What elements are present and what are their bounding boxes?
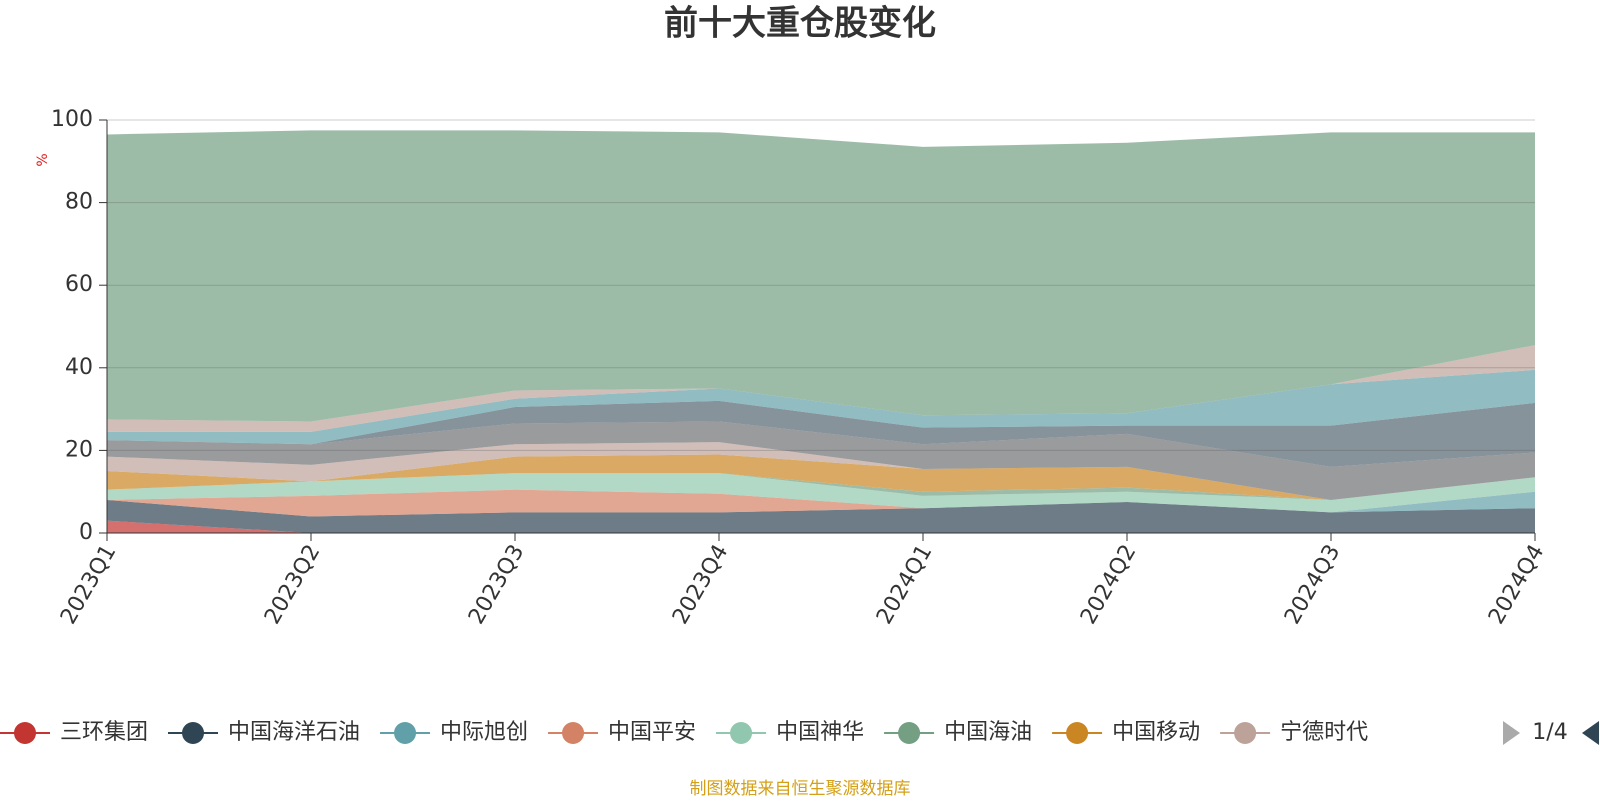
legend-item[interactable]: 中际旭创	[380, 720, 528, 745]
x-tick-label: 2024Q1	[872, 541, 937, 629]
x-tick-label: 2024Q4	[1484, 541, 1549, 629]
legend-item[interactable]: 三环集团	[0, 720, 148, 745]
area	[107, 454, 1535, 500]
y-tick-label: 20	[65, 437, 93, 462]
x-tick-label: 2023Q2	[260, 541, 325, 629]
source-note: 制图数据来自恒生聚源数据库	[690, 779, 911, 799]
legend-label: 中国平安	[608, 720, 696, 745]
x-tick-label: 2024Q2	[1076, 541, 1141, 629]
area	[107, 442, 1535, 500]
legend-item[interactable]: 中国平安	[548, 720, 696, 745]
area	[107, 489, 1535, 517]
area	[107, 421, 1535, 500]
area	[107, 520, 1535, 533]
y-tick-label: 0	[79, 520, 93, 545]
area	[107, 499, 1535, 533]
y-tick-label: 100	[51, 107, 93, 132]
x-tick-label: 2023Q1	[56, 541, 121, 629]
legend-marker	[394, 722, 417, 744]
legend-marker	[898, 722, 921, 744]
y-tick-label: 80	[65, 190, 93, 215]
area	[107, 345, 1535, 432]
legend-label: 中国海油	[944, 720, 1032, 745]
area	[107, 473, 1535, 513]
legend-item[interactable]: 中国移动	[1052, 720, 1200, 745]
y-axis-label: %	[35, 153, 51, 166]
legend-marker	[730, 722, 753, 744]
legend-marker	[562, 722, 585, 744]
legend-page: 1/4	[1532, 720, 1567, 745]
legend-marker	[1234, 722, 1257, 744]
x-tick-label: 2023Q4	[668, 541, 733, 629]
areas	[107, 130, 1535, 533]
legend-marker	[182, 722, 205, 744]
area	[107, 473, 1535, 500]
legend-item[interactable]: 宁德时代	[1220, 720, 1368, 745]
legend-label: 宁德时代	[1280, 720, 1368, 745]
legend-label: 中国海洋石油	[228, 720, 360, 745]
legend-item[interactable]: 中国海洋石油	[168, 720, 360, 745]
legend-marker	[1066, 722, 1089, 744]
y-tick-label: 60	[65, 272, 93, 297]
area	[107, 130, 1535, 422]
chart-title: 前十大重仓股变化	[664, 4, 936, 44]
area	[107, 400, 1535, 467]
y-tick-label: 40	[65, 355, 93, 380]
legend-label: 中国移动	[1112, 720, 1200, 745]
legend-marker	[14, 722, 36, 744]
legend-item[interactable]: 中国海油	[884, 720, 1032, 745]
legend-label: 三环集团	[60, 720, 148, 745]
legend-item[interactable]: 中国神华	[716, 720, 864, 745]
area	[107, 369, 1535, 445]
legend-next[interactable]	[1582, 721, 1599, 745]
legend-label: 中国神华	[776, 720, 864, 745]
x-tick-label: 2023Q3	[464, 541, 529, 629]
x-tick-label: 2024Q3	[1280, 541, 1345, 629]
legend-prev[interactable]	[1503, 721, 1520, 745]
legend-label: 中际旭创	[440, 720, 528, 745]
